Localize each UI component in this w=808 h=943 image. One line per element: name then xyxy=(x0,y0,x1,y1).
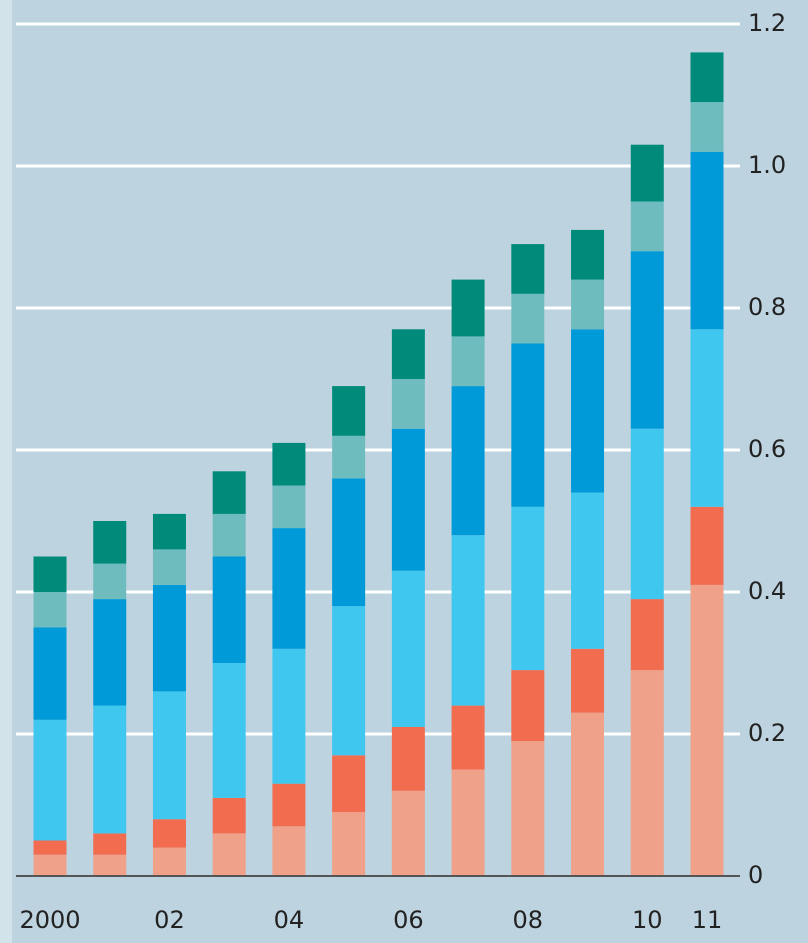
bar-segment xyxy=(630,144,664,202)
bar-segment xyxy=(571,492,605,649)
bar-segment xyxy=(33,719,67,841)
bar-segment xyxy=(690,584,724,876)
x-tick-label: 10 xyxy=(632,906,663,934)
x-tick-label: 02 xyxy=(154,906,185,934)
bar-segment xyxy=(511,670,545,742)
bar-segment xyxy=(391,790,425,876)
bar-segment xyxy=(511,244,545,294)
bar-segment xyxy=(630,201,664,252)
bar-segment xyxy=(332,435,366,479)
bar-segment xyxy=(511,293,545,344)
bar-segment xyxy=(152,584,186,692)
bar-segment xyxy=(212,833,246,876)
x-tick-label: 08 xyxy=(513,906,544,934)
bar-segment xyxy=(212,663,246,798)
bar-segment xyxy=(690,329,724,507)
bar-segment xyxy=(272,783,306,827)
bar-segment xyxy=(93,599,127,706)
bar-segment xyxy=(332,606,366,756)
bar-segment xyxy=(571,329,605,493)
bar-segment xyxy=(451,705,485,770)
bar-segment xyxy=(571,279,605,330)
bar-segment xyxy=(33,627,67,720)
bar-segment xyxy=(571,229,605,280)
y-tick-label: 1.0 xyxy=(748,151,786,179)
bar-segment xyxy=(272,648,306,784)
left-strip xyxy=(0,0,12,943)
bar-segment xyxy=(93,521,127,564)
bar-segment xyxy=(93,705,127,834)
bar-segment xyxy=(571,712,605,876)
bar-segment xyxy=(152,549,186,585)
bar-segment xyxy=(511,741,545,876)
bar-segment xyxy=(33,592,67,628)
bar-segment xyxy=(272,485,306,529)
bar-segment xyxy=(451,769,485,876)
bar-segment xyxy=(152,691,186,820)
bar-segment xyxy=(690,52,724,103)
bar-segment xyxy=(391,379,425,429)
y-tick-label: 0 xyxy=(748,861,763,889)
bar-segment xyxy=(332,478,366,607)
bar-segment xyxy=(93,854,127,876)
bar-segment xyxy=(451,336,485,387)
bar-segment xyxy=(152,819,186,848)
bar-segment xyxy=(451,535,485,706)
bar-segment xyxy=(93,563,127,600)
bar-segment xyxy=(690,506,724,585)
bar-segment xyxy=(152,847,186,876)
bar-segment xyxy=(33,854,67,876)
bar-segment xyxy=(272,826,306,876)
x-tick-label: 04 xyxy=(274,906,305,934)
bar-segment xyxy=(391,570,425,727)
bar-segment xyxy=(152,513,186,550)
bar-segment xyxy=(391,329,425,379)
y-tick-label: 0.4 xyxy=(748,577,786,605)
bar-segment xyxy=(332,812,366,876)
bar-segment xyxy=(690,151,724,330)
bar-segment xyxy=(93,833,127,855)
bar-segment xyxy=(451,279,485,337)
bar-segment xyxy=(511,343,545,507)
y-tick-label: 0.8 xyxy=(748,293,786,321)
bar-segment xyxy=(630,670,664,876)
x-tick-label: 2000 xyxy=(19,906,80,934)
bar-segment xyxy=(511,506,545,671)
bar-segment xyxy=(212,513,246,557)
bar-segment xyxy=(391,428,425,571)
bar-segment xyxy=(690,102,724,152)
x-tick-label: 06 xyxy=(393,906,424,934)
bar-segment xyxy=(391,726,425,791)
bar-segment xyxy=(332,755,366,813)
bar-segment xyxy=(272,442,306,486)
bar-segment xyxy=(571,648,605,713)
x-tick-label: 11 xyxy=(692,906,723,934)
bar-segment xyxy=(630,599,664,671)
bar-segment xyxy=(212,471,246,514)
y-tick-label: 1.2 xyxy=(748,9,786,37)
bar-segment xyxy=(451,386,485,536)
bar-segment xyxy=(33,556,67,592)
bar-segment xyxy=(630,251,664,429)
bar-segment xyxy=(212,797,246,834)
bar-segment xyxy=(33,840,67,855)
y-tick-label: 0.6 xyxy=(748,435,786,463)
bar-segment xyxy=(272,528,306,649)
bar-segment xyxy=(630,428,664,600)
bar-segment xyxy=(332,386,366,436)
y-tick-label: 0.2 xyxy=(748,719,786,747)
bar-segment xyxy=(212,556,246,663)
